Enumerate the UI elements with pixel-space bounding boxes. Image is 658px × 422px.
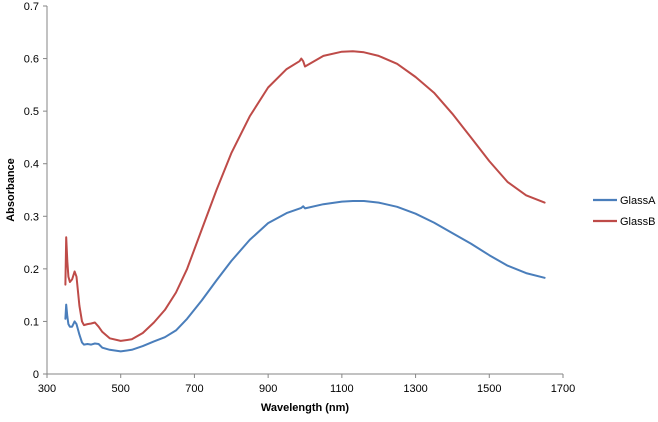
chart-axes [46, 6, 563, 375]
y-tick-label: 0.4 [24, 159, 39, 171]
y-tick-label: 0 [33, 369, 39, 381]
x-tick-label: 500 [112, 383, 130, 395]
x-tick-label: 700 [185, 383, 203, 395]
y-tick-label: 0.3 [24, 211, 39, 223]
series-line-glassb [64, 50, 546, 342]
y-tick-group: 0 0.1 0.2 0.3 0.4 0.5 0.6 0.7 [24, 1, 47, 381]
x-axis-title: Wavelength (nm) [261, 402, 350, 414]
x-tick-label: 300 [38, 383, 56, 395]
x-tick-group: 300 500 700 900 1100 1300 1500 1700 [38, 374, 575, 395]
x-tick-label: 900 [259, 383, 277, 395]
x-tick-label: 1100 [330, 383, 354, 395]
legend-label-glassb: GlassB [620, 216, 655, 228]
y-tick-label: 0.5 [24, 106, 39, 118]
y-axis-title: Absorbance [5, 158, 17, 222]
series-group [64, 50, 546, 353]
x-tick-label: 1300 [403, 383, 427, 395]
y-tick-label: 0.6 [24, 54, 39, 66]
x-tick-label: 1500 [477, 383, 501, 395]
y-tick-label: 0.7 [24, 1, 39, 13]
legend-label-glassa: GlassA [620, 195, 656, 207]
y-tick-label: 0.2 [24, 264, 39, 276]
legend: GlassA GlassB [593, 195, 656, 228]
x-tick-label: 1700 [551, 383, 575, 395]
y-tick-label: 0.1 [24, 316, 39, 328]
series-line-glassa [64, 200, 546, 353]
